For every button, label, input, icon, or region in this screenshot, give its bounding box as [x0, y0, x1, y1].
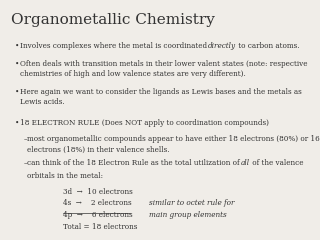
Text: 4p  →    6 electrons: 4p → 6 electrons: [63, 211, 132, 219]
Text: 3d  →  10 electrons: 3d → 10 electrons: [63, 188, 133, 196]
Text: •: •: [15, 88, 19, 96]
Text: most organometallic compounds appear to have either 18 electrons (80%) or 16
ele: most organometallic compounds appear to …: [27, 135, 320, 154]
Text: orbitals in the metal:: orbitals in the metal:: [27, 172, 103, 180]
Text: Organometallic Chemistry: Organometallic Chemistry: [11, 13, 215, 27]
Text: 18 ELECTRON RULE (Does NOT apply to coordination compounds): 18 ELECTRON RULE (Does NOT apply to coor…: [20, 119, 269, 127]
Text: •: •: [15, 60, 19, 67]
Text: Total = 18 electrons: Total = 18 electrons: [63, 223, 137, 231]
Text: can think of the 18 Electron Rule as the total utilization of: can think of the 18 Electron Rule as the…: [27, 159, 242, 167]
Text: 4s  →    2 electrons: 4s → 2 electrons: [63, 199, 132, 207]
Text: –: –: [24, 135, 27, 144]
Text: to carbon atoms.: to carbon atoms.: [236, 42, 300, 50]
Text: of the valence: of the valence: [250, 159, 303, 167]
Text: Often deals with transition metals in their lower valent states (note: respectiv: Often deals with transition metals in th…: [20, 60, 308, 78]
Text: •: •: [15, 42, 19, 50]
Text: all: all: [241, 159, 250, 167]
Text: main group elements: main group elements: [149, 211, 227, 219]
Text: •: •: [15, 119, 19, 127]
Text: Involves complexes where the metal is coordinated: Involves complexes where the metal is co…: [20, 42, 209, 50]
Text: similar to octet rule for: similar to octet rule for: [149, 199, 235, 207]
Text: directly: directly: [208, 42, 236, 50]
Text: –: –: [24, 159, 27, 167]
Text: Here again we want to consider the ligands as Lewis bases and the metals as
Lewi: Here again we want to consider the ligan…: [20, 88, 302, 106]
